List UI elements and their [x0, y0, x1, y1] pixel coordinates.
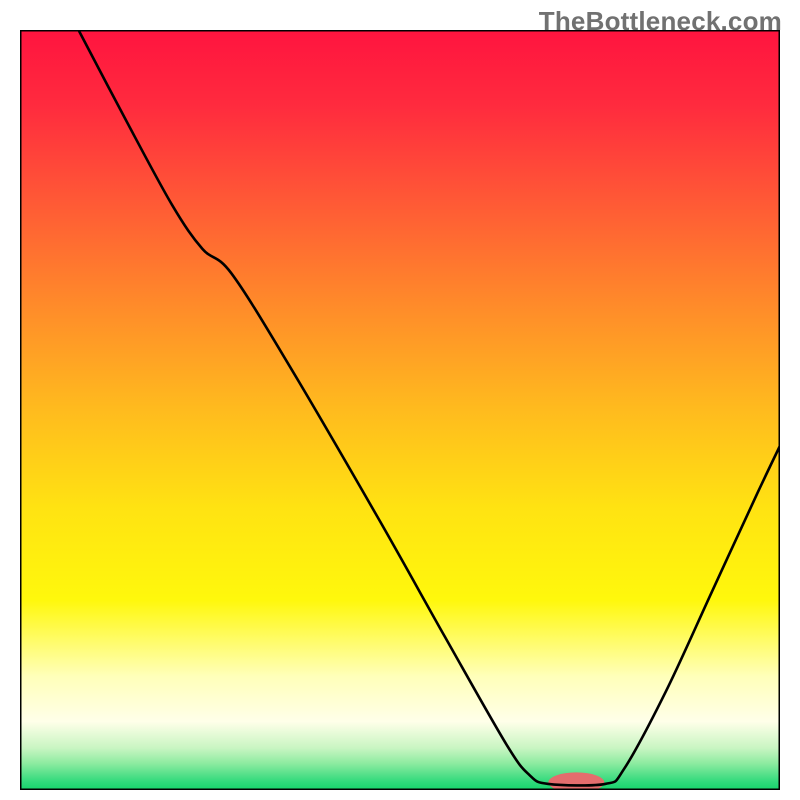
- chart-container: TheBottleneck.com: [0, 0, 800, 800]
- gradient-background: [20, 30, 780, 790]
- chart-svg: [20, 30, 780, 790]
- bottleneck-chart: [20, 30, 780, 790]
